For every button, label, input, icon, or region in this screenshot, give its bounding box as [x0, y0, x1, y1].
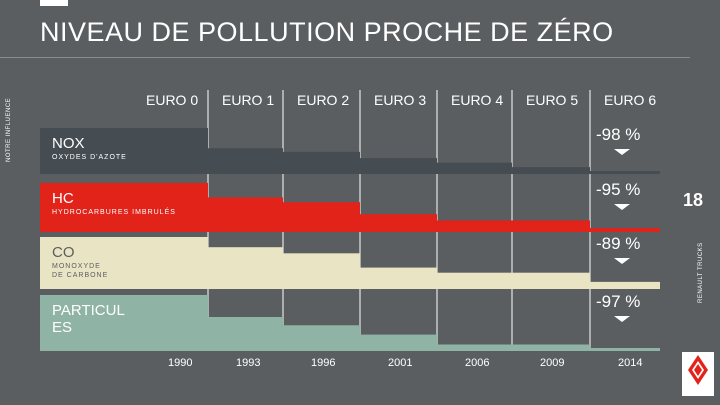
series-bar	[360, 267, 437, 288]
series-bar	[437, 272, 512, 288]
year-label: 2006	[465, 357, 489, 369]
series-bar	[437, 344, 512, 350]
series-band-left	[40, 295, 132, 350]
column-header: EURO 1	[222, 92, 274, 108]
series-bar	[283, 202, 360, 231]
series-bar	[360, 214, 437, 231]
series-bar	[360, 158, 437, 173]
series-subtitle: HYDROCARBURES IMBRULÉS	[52, 207, 176, 216]
renault-logo	[682, 352, 714, 396]
series-bar	[283, 253, 360, 288]
reduction-label: -97 %	[596, 292, 640, 311]
reduction-arrow-icon	[614, 316, 630, 322]
year-label: 1996	[311, 357, 335, 369]
column-header: EURO 5	[526, 92, 578, 108]
page-number: 18	[683, 190, 704, 210]
year-label: 2001	[388, 357, 412, 369]
series-name-cont: ES	[52, 319, 72, 336]
series-band-left	[40, 237, 132, 288]
series-bar	[590, 281, 660, 288]
emission-chart: EURO 0 EURO 1 EURO 2 EURO 3 EURO 4 EURO 5 EURO…	[40, 90, 660, 369]
series-bar	[132, 295, 208, 350]
column-header: EURO 6	[604, 92, 656, 108]
series-bar	[208, 148, 283, 173]
series-subtitle: MONOXYDE	[52, 263, 101, 270]
year-label: 2014	[618, 357, 642, 369]
reduction-arrow-icon	[614, 204, 630, 210]
reduction-label: -95 %	[596, 180, 640, 199]
year-label: 1990	[168, 357, 192, 369]
series-name: NOX	[52, 135, 85, 152]
series-subtitle-cont: DE CARBONE	[52, 272, 108, 279]
series-bar	[512, 167, 590, 173]
title-divider	[0, 57, 690, 58]
side-top-text: NOTRE INFLUENCE	[6, 97, 12, 162]
series-name: CO	[52, 244, 75, 261]
column-header: EURO 0	[146, 92, 198, 108]
series-bar	[283, 151, 360, 173]
year-label: 1993	[236, 357, 260, 369]
reduction-label: -89 %	[596, 234, 640, 253]
reduction-label: -98 %	[596, 125, 640, 144]
year-label: 2009	[540, 357, 564, 369]
series-bar	[132, 128, 208, 173]
side-label-top: NOTRE INFLUENCE	[6, 82, 20, 162]
series-bar	[512, 272, 590, 288]
column-header: EURO 2	[297, 92, 349, 108]
column-header: EURO 3	[374, 92, 426, 108]
series-bar	[208, 317, 283, 350]
series-bar	[208, 247, 283, 288]
series-bar	[360, 334, 437, 350]
page-title: NIVEAU DE POLLUTION PROCHE DE ZÉRO	[40, 17, 614, 47]
series-bar	[132, 237, 208, 288]
series-bar	[512, 220, 590, 231]
top-accent-bar	[40, 0, 68, 6]
series-band-left	[40, 128, 132, 173]
reduction-arrow-icon	[614, 149, 630, 155]
reduction-arrow-icon	[614, 258, 630, 264]
series-bar	[512, 344, 590, 350]
series-bar	[132, 183, 208, 231]
series-name: PARTICUL	[52, 302, 125, 319]
series-bar	[590, 228, 660, 231]
series-subtitle: OXYDES D'AZOTE	[52, 154, 127, 161]
series-band-left	[40, 183, 132, 231]
series-bar	[208, 197, 283, 231]
series-name: HC	[52, 190, 74, 207]
column-header: EURO 4	[451, 92, 503, 108]
series-bar	[283, 325, 360, 350]
series-bar	[437, 220, 512, 231]
series-bar	[437, 162, 512, 173]
side-bottom-text: RENAULT TRUCKS	[698, 242, 704, 303]
